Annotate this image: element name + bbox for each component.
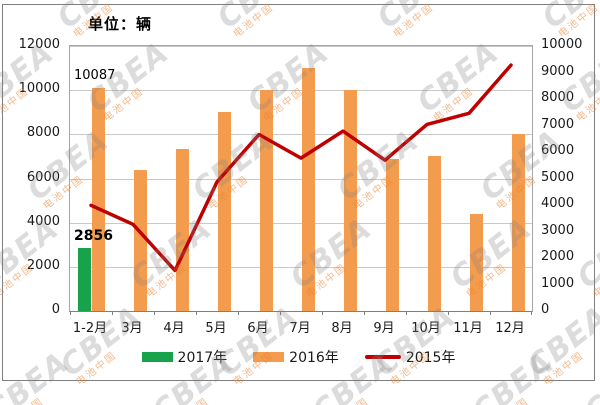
- bar-2016年-4月: [176, 148, 189, 311]
- x-axis-label-1-2月: 1-2月: [72, 321, 108, 336]
- chart-unit-title: 单位：辆: [88, 15, 153, 33]
- x-axis-tick: [154, 311, 155, 315]
- x-axis-tick: [531, 311, 532, 315]
- line-2015年: [89, 63, 513, 273]
- x-axis-tick: [364, 311, 365, 315]
- legend-label: 2015年: [405, 350, 456, 366]
- bar-2017年-1-2月: [78, 247, 91, 311]
- x-axis-label-10月: 10月: [411, 321, 441, 336]
- right-axis-tick-label: 8000: [541, 90, 575, 105]
- bar-2016年-10月: [428, 156, 441, 311]
- data-label-2017年: 2856: [74, 227, 113, 244]
- x-axis-label-7月: 7月: [289, 321, 311, 336]
- x-axis-label-11月: 11月: [453, 321, 483, 336]
- left-axis-tick-label: 12000: [18, 37, 60, 52]
- x-axis-label-5月: 5月: [205, 321, 227, 336]
- right-axis-tick-label: 9000: [541, 63, 575, 79]
- x-axis-tick: [112, 311, 113, 315]
- right-axis-tick-label: 6000: [541, 143, 575, 158]
- x-axis-label-3月: 3月: [121, 321, 143, 336]
- legend-item-2017年: 2017年: [141, 347, 228, 367]
- right-axis-tick-label: 3000: [541, 222, 575, 238]
- bar-2016年-5月: [218, 112, 231, 311]
- gridline: [70, 46, 532, 47]
- left-axis-tick-label: 2000: [26, 257, 60, 273]
- x-axis-tick: [70, 311, 71, 315]
- gridline: [70, 222, 532, 224]
- bar-2016年-7月: [302, 68, 315, 311]
- gridline: [70, 90, 532, 92]
- legend-swatch-2015年: [364, 355, 401, 359]
- legend-label: 2016年: [289, 350, 339, 366]
- right-axis-tick-label: 2000: [541, 249, 575, 264]
- legend-label: 2017年: [177, 350, 228, 366]
- left-axis-tick-label: 4000: [26, 213, 60, 229]
- right-axis-tick-label: 10000: [541, 37, 583, 52]
- x-axis-tick: [196, 311, 197, 315]
- right-axis-tick-label: 5000: [541, 169, 575, 185]
- right-axis-tick-label: 1000: [541, 275, 575, 291]
- data-label-2016年: 10087: [74, 68, 116, 84]
- x-axis-label-8月: 8月: [331, 321, 353, 336]
- plot-area: [69, 45, 533, 315]
- bar-2016年-1-2月: [92, 88, 105, 311]
- bar-2016年-6月: [260, 90, 273, 311]
- left-axis-tick-label: 8000: [26, 125, 60, 141]
- bar-2016年-12月: [512, 134, 525, 311]
- x-axis-tick: [406, 311, 407, 315]
- line-series-layer: [89, 63, 513, 273]
- left-axis-tick-label: 6000: [26, 169, 60, 185]
- x-axis-tick: [322, 311, 323, 315]
- bar-2016年-9月: [386, 158, 399, 311]
- bar-2016年-11月: [470, 213, 483, 311]
- x-axis-label-4月: 4月: [163, 321, 185, 336]
- x-axis-tick: [448, 311, 449, 315]
- right-axis-tick-label: 4000: [541, 196, 575, 211]
- x-axis-label-6月: 6月: [247, 321, 269, 336]
- bar-2016年-3月: [134, 169, 147, 311]
- x-axis-label-9月: 9月: [373, 321, 395, 336]
- x-axis-tick: [238, 311, 239, 315]
- legend-swatch-2017年: [141, 352, 173, 362]
- right-axis-tick-label: 7000: [541, 116, 575, 132]
- left-axis-tick-label: 0: [51, 302, 60, 317]
- legend-swatch-2016年: [253, 352, 285, 362]
- x-axis-tick: [490, 311, 491, 315]
- right-axis-tick-label: 0: [541, 302, 550, 317]
- legend-item-2016年: 2016年: [253, 347, 339, 367]
- gridline: [70, 178, 532, 180]
- bar-2016年-8月: [344, 90, 357, 311]
- x-axis-tick: [280, 311, 281, 315]
- legend-item-2015年: 2015年: [364, 347, 456, 367]
- legend: 2017年 2016年 2015年: [0, 347, 597, 367]
- gridline: [70, 266, 532, 268]
- x-axis-label-12月: 12月: [495, 321, 525, 336]
- left-axis-tick-label: 10000: [18, 81, 60, 97]
- gridline: [70, 134, 532, 136]
